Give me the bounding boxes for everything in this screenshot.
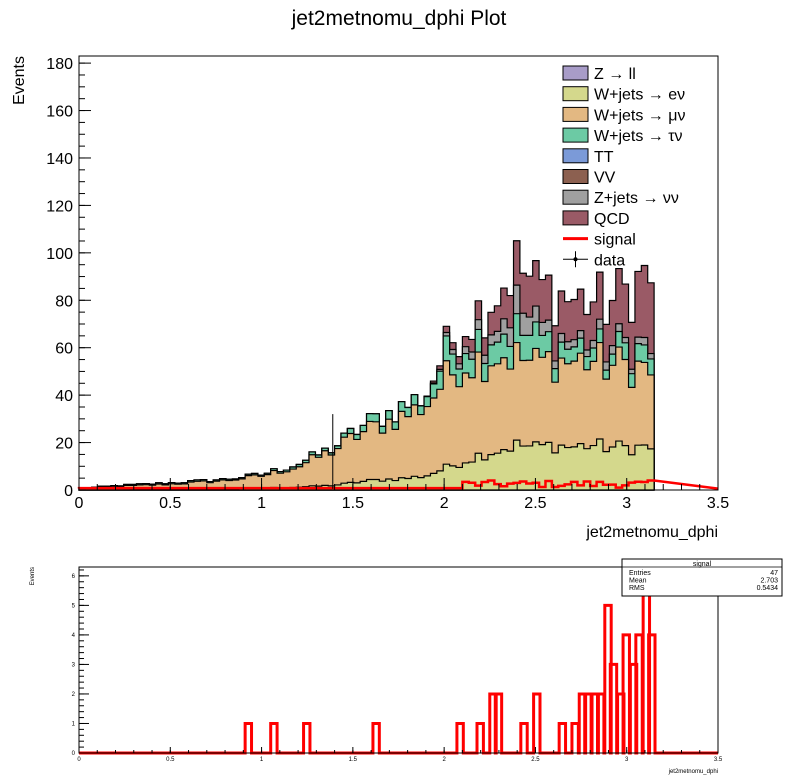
legend-swatch [562, 169, 589, 184]
y-tick-label: 100 [46, 246, 73, 263]
legend: Z → ll W+jets → eν W+jets → μν W+jets → τν T… [562, 65, 685, 269]
stats-label: RMS [629, 585, 645, 592]
top-ylabel: Events [11, 56, 28, 105]
legend-label: Z+jets → νν [594, 190, 679, 207]
legend-swatch [562, 86, 589, 102]
stats-value: 2.703 [760, 578, 778, 585]
bottom-axes: 0 0.5 1 1.5 2 2.5 3 3.5 0 1 2 3 4 5 6 [72, 569, 723, 763]
x-tick-label: 2 [440, 495, 449, 512]
y-tick-label: 120 [46, 198, 73, 215]
y-tick-label: 60 [55, 341, 73, 358]
legend-label: W+jets → τν [594, 128, 683, 145]
stacked-histogram [78, 240, 655, 491]
signal-histogram-line [79, 574, 718, 755]
x-tick-label: 3 [625, 757, 629, 763]
stats-box: signal Entries 47 Mean 2.703 RMS 0.5434 [621, 558, 783, 597]
x-tick-label: 2.5 [531, 757, 540, 763]
x-tick-label: 0 [77, 757, 81, 763]
top-plot-frame [78, 55, 719, 491]
stats-frame [621, 558, 783, 597]
main-title: jet2metnomu_dphi Plot [291, 7, 507, 30]
legend-marker [573, 257, 578, 262]
y-tick-label: 6 [72, 574, 76, 580]
legend-swatch [562, 106, 589, 122]
legend-label: signal [594, 232, 636, 249]
legend-swatch [562, 65, 589, 81]
legend-label: W+jets → eν [594, 87, 685, 104]
y-tick-label: 20 [55, 436, 73, 453]
y-tick-label: 4 [72, 633, 76, 639]
x-tick-label: 1 [260, 757, 264, 763]
signal-ratio-histogram [79, 574, 718, 755]
legend-label: QCD [594, 211, 630, 228]
stats-value: 0.5434 [757, 585, 779, 592]
legend-swatch [562, 127, 589, 143]
x-tick-label: 0 [75, 495, 84, 512]
y-tick-label: 1 [72, 721, 76, 727]
x-tick-label: 2.5 [524, 495, 546, 512]
x-tick-label: 3 [622, 495, 631, 512]
legend-swatch [562, 148, 589, 164]
top-axes: 0 0.5 1 1.5 2 2.5 3 3.5 0 20 40 60 80 100 120 140 160 180 [46, 56, 729, 512]
y-tick-label: 2 [72, 692, 76, 698]
x-tick-label: 1.5 [342, 495, 364, 512]
y-tick-label: 180 [46, 56, 73, 73]
bottom-plot: 0 0.5 1 1.5 2 2.5 3 3.5 0 1 2 3 4 5 6 Events jet2metno… [30, 558, 783, 775]
x-tick-label: 1 [257, 495, 266, 512]
x-tick-label: 3.5 [714, 757, 723, 763]
x-tick-label: 2 [442, 757, 446, 763]
x-tick-label: 1.5 [349, 757, 358, 763]
y-tick-label: 0 [64, 483, 73, 500]
y-tick-label: 0 [72, 751, 76, 757]
legend-label: TT [594, 149, 614, 166]
stats-label: Entries [629, 570, 651, 577]
y-tick-label: 5 [72, 603, 76, 609]
x-tick-label: 0.5 [166, 757, 175, 763]
y-tick-label: 80 [55, 293, 73, 310]
stats-value: 47 [770, 570, 778, 577]
legend-swatch [562, 189, 589, 205]
y-tick-label: 3 [72, 662, 76, 668]
legend-label: W+jets → μν [594, 107, 685, 124]
y-tick-label: 160 [46, 104, 73, 121]
x-tick-label: 0.5 [159, 495, 181, 512]
legend-swatch [562, 210, 589, 226]
stats-label: Mean [629, 578, 647, 585]
legend-label: Z → ll [594, 66, 636, 83]
bottom-plot-frame [78, 566, 719, 754]
bottom-xlabel: jet2metnomu_dphi [668, 769, 718, 775]
y-tick-label: 40 [55, 388, 73, 405]
legend-label: data [594, 252, 625, 269]
top-plot: 0 0.5 1 1.5 2 2.5 3 3.5 0 20 40 60 80 100 120 140 160 180… [11, 55, 729, 541]
x-tick-label: 3.5 [707, 495, 729, 512]
legend-label: VV [594, 170, 616, 187]
y-tick-label: 140 [46, 151, 73, 168]
stats-title: signal [693, 561, 712, 568]
top-xlabel: jet2metnomu_dphi [585, 524, 718, 541]
bottom-ylabel: Events [30, 567, 36, 585]
